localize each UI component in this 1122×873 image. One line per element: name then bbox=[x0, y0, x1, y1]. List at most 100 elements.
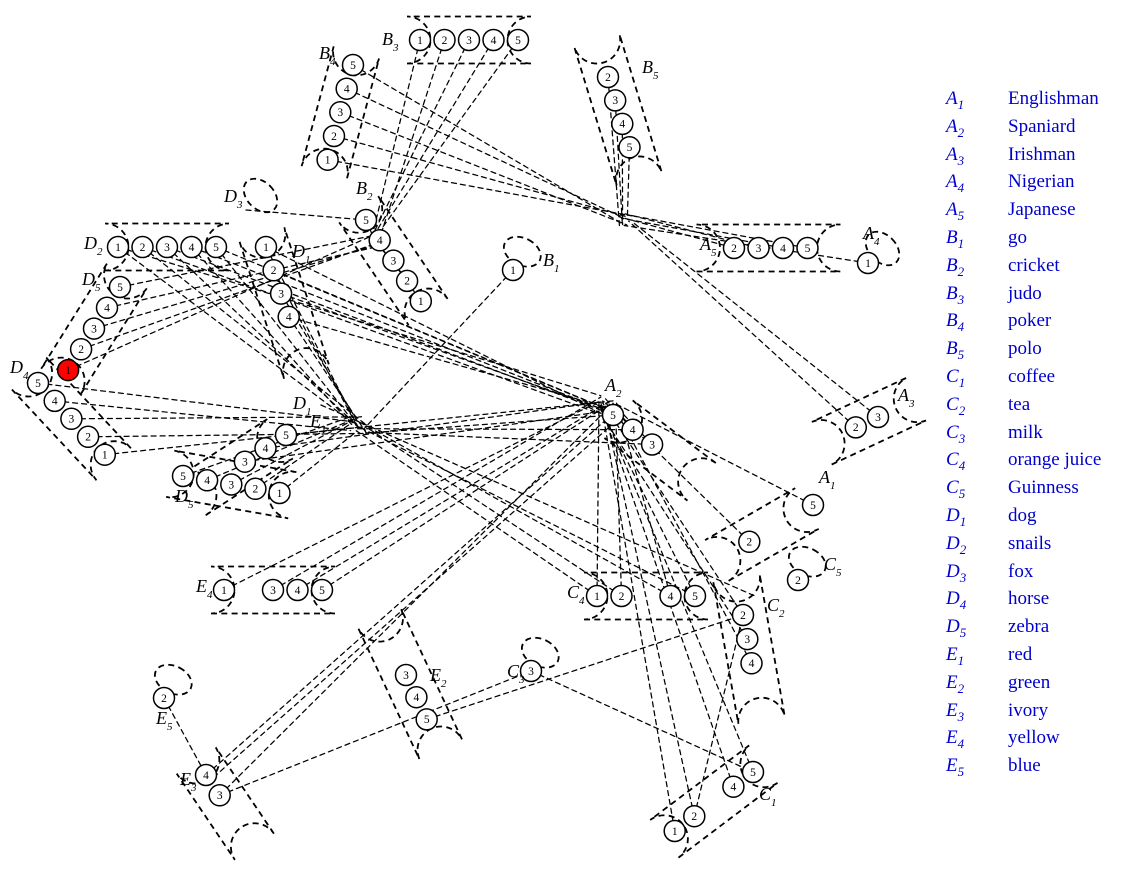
svg-text:D4: D4 bbox=[9, 357, 29, 382]
svg-text:5: 5 bbox=[350, 60, 356, 72]
svg-text:2: 2 bbox=[78, 344, 84, 356]
svg-text:1: 1 bbox=[594, 591, 600, 603]
svg-text:5: 5 bbox=[805, 243, 811, 255]
svg-text:D5: D5 bbox=[81, 269, 101, 294]
svg-text:3: 3 bbox=[270, 585, 276, 597]
svg-text:B1: B1 bbox=[543, 250, 560, 275]
svg-text:5: 5 bbox=[363, 215, 369, 227]
svg-text:2: 2 bbox=[85, 432, 91, 444]
svg-text:5: 5 bbox=[610, 410, 616, 422]
svg-text:4: 4 bbox=[204, 475, 210, 487]
svg-text:C5: C5 bbox=[824, 554, 842, 579]
svg-text:2: 2 bbox=[691, 811, 697, 823]
svg-text:2: 2 bbox=[161, 693, 167, 705]
svg-text:4: 4 bbox=[619, 119, 625, 131]
svg-text:2: 2 bbox=[404, 276, 410, 288]
svg-text:5: 5 bbox=[810, 500, 816, 512]
svg-text:2: 2 bbox=[331, 131, 337, 143]
svg-text:1: 1 bbox=[672, 826, 678, 838]
svg-text:4: 4 bbox=[104, 303, 110, 315]
svg-text:3: 3 bbox=[69, 414, 75, 426]
svg-text:E2: E2 bbox=[429, 665, 447, 690]
svg-text:1: 1 bbox=[417, 35, 423, 47]
svg-text:2: 2 bbox=[731, 243, 737, 255]
svg-text:3: 3 bbox=[744, 634, 750, 646]
svg-text:A3: A3 bbox=[897, 385, 915, 410]
svg-text:4: 4 bbox=[630, 425, 636, 437]
svg-text:2: 2 bbox=[605, 72, 611, 84]
svg-text:2: 2 bbox=[619, 591, 625, 603]
svg-text:C2: C2 bbox=[767, 595, 785, 620]
svg-text:4: 4 bbox=[749, 658, 755, 670]
svg-text:5: 5 bbox=[213, 242, 219, 254]
svg-text:2: 2 bbox=[442, 35, 448, 47]
svg-text:A5: A5 bbox=[699, 234, 717, 259]
svg-text:D3: D3 bbox=[223, 186, 243, 211]
svg-text:3: 3 bbox=[278, 288, 284, 300]
svg-text:E4: E4 bbox=[195, 576, 213, 601]
svg-text:D2: D2 bbox=[83, 233, 103, 258]
svg-text:5: 5 bbox=[319, 585, 325, 597]
svg-text:5: 5 bbox=[692, 591, 698, 603]
svg-text:3: 3 bbox=[403, 670, 409, 682]
svg-text:5: 5 bbox=[35, 378, 41, 390]
svg-text:1: 1 bbox=[115, 242, 121, 254]
svg-text:A4: A4 bbox=[862, 223, 880, 248]
svg-text:3: 3 bbox=[875, 412, 881, 424]
svg-text:1: 1 bbox=[418, 296, 424, 308]
svg-text:4: 4 bbox=[295, 585, 301, 597]
svg-text:B2: B2 bbox=[356, 178, 373, 203]
svg-text:5: 5 bbox=[750, 767, 756, 779]
svg-text:3: 3 bbox=[612, 95, 618, 107]
svg-text:B3: B3 bbox=[382, 29, 399, 54]
svg-text:3: 3 bbox=[242, 457, 248, 469]
svg-text:1: 1 bbox=[865, 258, 871, 270]
svg-text:1: 1 bbox=[510, 265, 516, 277]
svg-text:3: 3 bbox=[217, 790, 223, 802]
svg-text:2: 2 bbox=[740, 610, 746, 622]
svg-text:A1: A1 bbox=[818, 467, 836, 492]
svg-text:5: 5 bbox=[180, 471, 186, 483]
svg-text:2: 2 bbox=[140, 242, 146, 254]
svg-text:1: 1 bbox=[221, 585, 227, 597]
svg-text:4: 4 bbox=[414, 692, 420, 704]
svg-text:D1: D1 bbox=[291, 241, 311, 266]
svg-text:2: 2 bbox=[271, 265, 277, 277]
svg-text:4: 4 bbox=[203, 770, 209, 782]
svg-text:3: 3 bbox=[164, 242, 170, 254]
svg-text:A2: A2 bbox=[604, 375, 622, 400]
svg-text:3: 3 bbox=[228, 479, 234, 491]
svg-text:4: 4 bbox=[780, 243, 786, 255]
svg-text:D5: D5 bbox=[174, 486, 194, 511]
svg-text:1: 1 bbox=[325, 155, 331, 167]
svg-text:5: 5 bbox=[424, 714, 430, 726]
svg-text:C1: C1 bbox=[759, 784, 777, 809]
svg-text:1: 1 bbox=[65, 365, 71, 377]
svg-text:2: 2 bbox=[795, 575, 801, 587]
svg-text:2: 2 bbox=[746, 537, 752, 549]
svg-text:4: 4 bbox=[377, 235, 383, 247]
svg-text:4: 4 bbox=[668, 591, 674, 603]
svg-text:5: 5 bbox=[283, 430, 289, 442]
svg-text:4: 4 bbox=[189, 242, 195, 254]
svg-text:3: 3 bbox=[337, 107, 343, 119]
svg-text:5: 5 bbox=[117, 282, 123, 294]
svg-text:D1: D1 bbox=[292, 393, 312, 418]
svg-text:3: 3 bbox=[91, 323, 97, 335]
svg-text:4: 4 bbox=[491, 35, 497, 47]
svg-text:2: 2 bbox=[253, 484, 259, 496]
svg-text:1: 1 bbox=[263, 242, 269, 254]
svg-text:2: 2 bbox=[853, 422, 859, 434]
svg-text:4: 4 bbox=[286, 312, 292, 324]
svg-text:3: 3 bbox=[649, 439, 655, 451]
svg-text:1: 1 bbox=[277, 488, 283, 500]
svg-text:B5: B5 bbox=[642, 57, 659, 82]
svg-text:5: 5 bbox=[515, 35, 521, 47]
svg-text:5: 5 bbox=[627, 142, 633, 154]
svg-text:1: 1 bbox=[102, 450, 108, 462]
svg-text:4: 4 bbox=[263, 443, 269, 455]
svg-text:4: 4 bbox=[344, 84, 350, 96]
svg-text:4: 4 bbox=[52, 396, 58, 408]
svg-text:4: 4 bbox=[731, 782, 737, 794]
svg-text:3: 3 bbox=[528, 666, 534, 678]
